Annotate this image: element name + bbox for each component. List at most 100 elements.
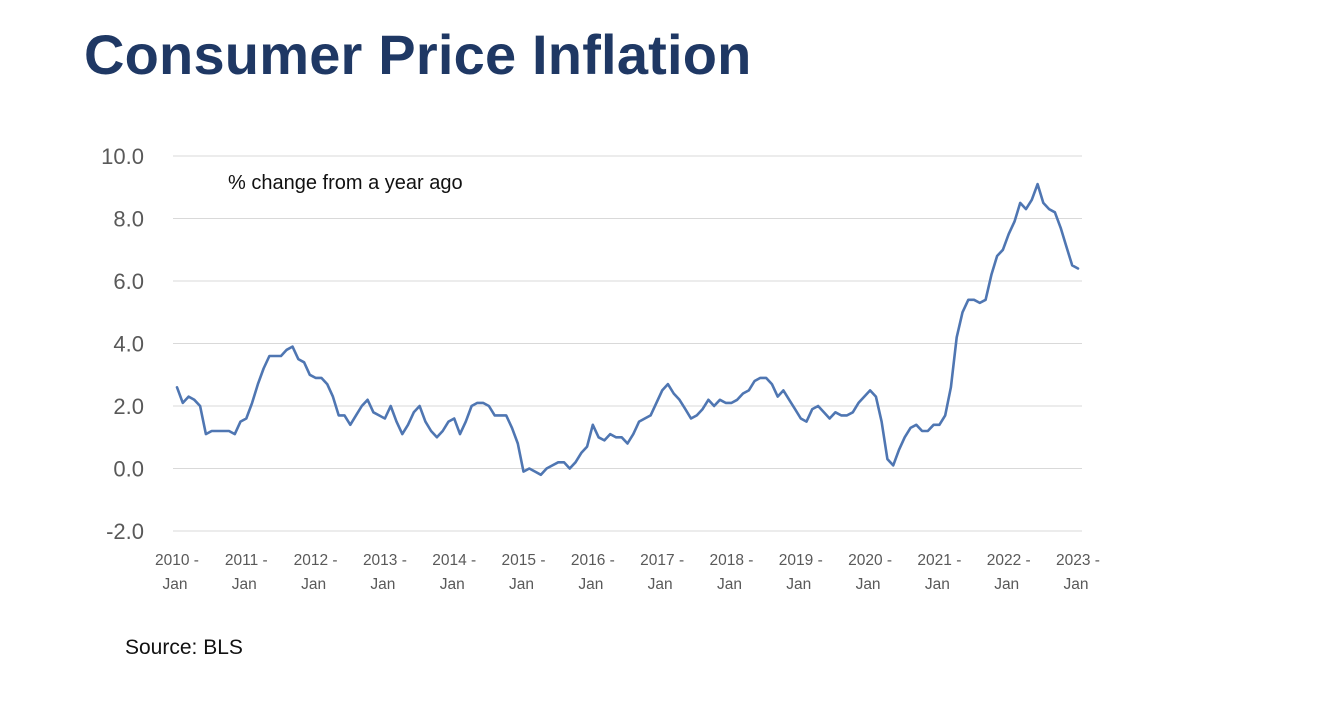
y-tick-label: -2.0 — [106, 519, 144, 544]
data-point — [1065, 245, 1067, 247]
data-point — [251, 402, 253, 404]
x-tick-label-year: 2022 - — [987, 552, 1031, 569]
data-point — [846, 414, 848, 416]
data-point — [863, 395, 865, 397]
data-point — [418, 405, 420, 407]
data-point — [944, 414, 946, 416]
data-point — [384, 417, 386, 419]
data-point — [234, 433, 236, 435]
data-point — [557, 461, 559, 463]
y-tick-label: 6.0 — [113, 269, 144, 294]
data-point — [1077, 267, 1079, 269]
data-point — [314, 377, 316, 379]
data-point — [915, 424, 917, 426]
data-point — [297, 358, 299, 360]
x-tick-label-year: 2016 - — [571, 552, 615, 569]
gridlines — [173, 155, 1082, 532]
data-point — [447, 420, 449, 422]
data-point — [759, 377, 761, 379]
data-point — [673, 392, 675, 394]
data-point — [805, 420, 807, 422]
data-point — [765, 377, 767, 379]
data-point — [1019, 202, 1021, 204]
data-point — [678, 399, 680, 401]
data-point — [742, 392, 744, 394]
y-tick-label: 4.0 — [113, 332, 144, 357]
data-point — [430, 430, 432, 432]
data-point — [286, 349, 288, 351]
data-point — [626, 442, 628, 444]
data-point — [245, 417, 247, 419]
data-point — [355, 414, 357, 416]
data-point — [291, 345, 293, 347]
data-point — [563, 461, 565, 463]
y-tick-label: 2.0 — [113, 394, 144, 419]
data-point — [713, 405, 715, 407]
x-tick-label-year: 2021 - — [917, 552, 961, 569]
x-tick-label-year: 2023 - — [1056, 552, 1100, 569]
data-point — [511, 427, 513, 429]
data-point — [442, 430, 444, 432]
data-point — [499, 414, 501, 416]
data-point — [690, 417, 692, 419]
data-point — [707, 399, 709, 401]
x-tick-label-month: Jan — [232, 576, 257, 593]
x-tick-label-month: Jan — [370, 576, 395, 593]
x-tick-label-year: 2018 - — [709, 552, 753, 569]
data-point — [649, 414, 651, 416]
x-tick-label-month: Jan — [578, 576, 603, 593]
data-point — [777, 395, 779, 397]
data-point — [938, 424, 940, 426]
data-point — [465, 420, 467, 422]
data-point — [932, 424, 934, 426]
data-point — [580, 452, 582, 454]
x-tick-label-month: Jan — [994, 576, 1019, 593]
data-point — [522, 470, 524, 472]
data-point — [211, 430, 213, 432]
data-point — [904, 436, 906, 438]
data-point — [823, 411, 825, 413]
data-point — [771, 383, 773, 385]
x-tick-label-year: 2014 - — [432, 552, 476, 569]
data-point — [817, 405, 819, 407]
data-point — [1060, 227, 1062, 229]
data-point — [898, 449, 900, 451]
data-point — [1042, 202, 1044, 204]
data-point — [748, 389, 750, 391]
y-tick-label: 8.0 — [113, 207, 144, 232]
data-point — [193, 399, 195, 401]
data-point — [488, 405, 490, 407]
data-point — [395, 420, 397, 422]
data-point — [187, 395, 189, 397]
data-point — [372, 411, 374, 413]
data-point — [725, 402, 727, 404]
data-point — [927, 430, 929, 432]
data-point — [1002, 249, 1004, 251]
x-tick-label-year: 2020 - — [848, 552, 892, 569]
data-point — [540, 474, 542, 476]
y-tick-label: 10.0 — [101, 144, 144, 169]
x-tick-label-year: 2010 - — [155, 552, 199, 569]
series-line — [175, 182, 1080, 477]
data-point — [886, 458, 888, 460]
x-tick-label-year: 2015 - — [502, 552, 546, 569]
x-tick-label-year: 2017 - — [640, 552, 684, 569]
data-point — [950, 386, 952, 388]
data-point — [788, 399, 790, 401]
x-tick-label-year: 2013 - — [363, 552, 407, 569]
data-point — [973, 299, 975, 301]
data-point — [216, 430, 218, 432]
x-tick-label-year: 2019 - — [779, 552, 823, 569]
data-point — [436, 436, 438, 438]
data-point — [909, 427, 911, 429]
series-layer — [175, 182, 1080, 477]
data-point — [644, 417, 646, 419]
data-point — [632, 433, 634, 435]
data-point — [349, 424, 351, 426]
data-point — [413, 411, 415, 413]
data-point — [1036, 183, 1038, 185]
data-point — [615, 436, 617, 438]
x-tick-label-month: Jan — [925, 576, 950, 593]
data-point — [921, 430, 923, 432]
